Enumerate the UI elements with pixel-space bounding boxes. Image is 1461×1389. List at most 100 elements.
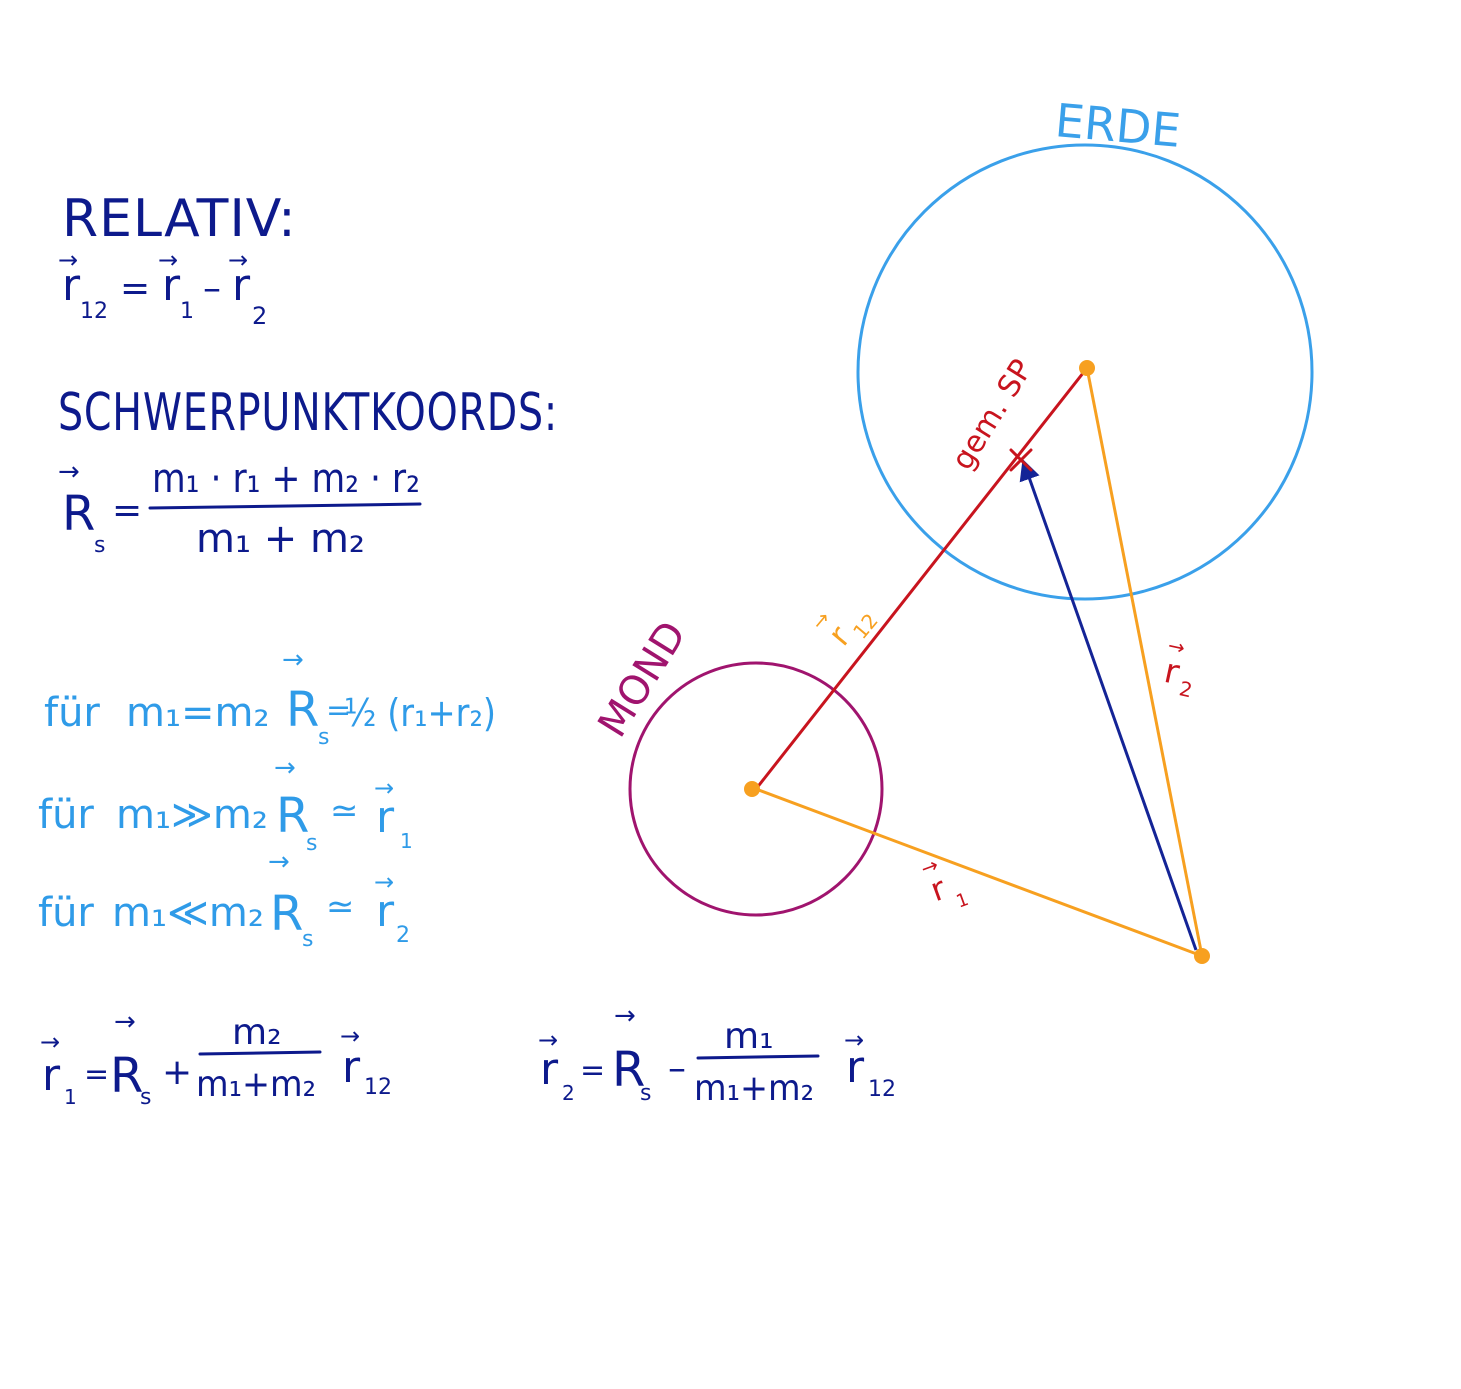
special-cases: für m₁=m₂ R → s = ½ (r₁+r₂) für m₁≫m₂ R … — [38, 645, 496, 952]
vector-arrow: → — [158, 246, 178, 274]
r12-symbol: r — [62, 260, 81, 311]
r2-label-subscript: 2 — [1177, 676, 1194, 702]
origin-point — [1194, 948, 1210, 964]
fraction-denominator: m₁+m₂ — [196, 1064, 316, 1105]
r1-vector-line — [755, 787, 1203, 958]
vector-arrow: → — [40, 1028, 60, 1056]
relativ-section: RELATIV: r → 12 = r → 1 – r → 2 SCHWERPU… — [58, 189, 558, 562]
r12-symbol: r — [342, 1042, 361, 1093]
case-condition: m₁≫m₂ — [116, 792, 268, 838]
vector-arrow: → — [58, 457, 80, 487]
vector-arrow: → — [268, 847, 290, 877]
vector-arrow: → — [614, 1001, 636, 1031]
r12-vector-line — [754, 367, 1089, 790]
mond-circle — [628, 661, 884, 917]
vector-arrow: → — [340, 1022, 360, 1050]
fraction-denominator: m₁+m₂ — [694, 1068, 814, 1109]
relation-sign: ≃ — [330, 791, 359, 831]
case-prefix: für — [38, 792, 94, 838]
case-condition: m₁=m₂ — [126, 690, 270, 736]
Rs-subscript: s — [94, 533, 105, 558]
erde-label: ERDE — [1053, 93, 1183, 158]
r1-symbol: r — [376, 792, 395, 843]
r1-subscript: 1 — [400, 829, 413, 853]
r1-label: r → 1 — [918, 852, 972, 913]
r2-equation: r → 2 = R → s – m₁ m₁+m₂ r → 12 — [538, 1001, 896, 1109]
equals-sign: = — [84, 1057, 109, 1092]
r1-symbol: r — [162, 260, 181, 311]
r2-symbol: r — [376, 886, 395, 937]
r12-label: r → 12 — [806, 606, 883, 653]
vector-arrow: → — [274, 753, 296, 783]
fraction-numerator: m₁ — [724, 1016, 774, 1057]
case-equal-masses: für m₁=m₂ R → s = ½ (r₁+r₂) — [44, 645, 496, 750]
vector-arrow: → — [374, 868, 394, 896]
Rs-subscript: s — [318, 725, 329, 750]
case-m1-much-less: für m₁≪m₂ R → s ≃ r → 2 — [38, 847, 410, 952]
vector-arrow: → — [1166, 633, 1187, 660]
relativ-title: RELATIV: — [62, 189, 297, 249]
r2-subscript: 2 — [396, 923, 410, 948]
rs-numerator: m₁ · r₁ + m₂ · r₂ — [152, 456, 420, 502]
r1-label-subscript: 1 — [954, 889, 972, 913]
vector-arrow: → — [844, 1026, 864, 1054]
vector-arrow: → — [228, 246, 248, 274]
r2-vector-line — [1085, 367, 1204, 957]
r12-subscript: 12 — [80, 299, 108, 324]
mond-center-point — [744, 781, 760, 797]
fraction-numerator: m₂ — [232, 1012, 282, 1053]
minus-sign: – — [668, 1048, 686, 1089]
fraction-bar — [148, 502, 422, 510]
fraction-bar — [198, 1050, 322, 1056]
center-of-mass-marker — [1009, 448, 1033, 472]
vector-arrow: → — [58, 246, 78, 274]
Rs-symbol: R — [62, 486, 95, 542]
r2-symbol: r — [540, 1044, 559, 1095]
Rs-subscript: s — [306, 831, 317, 856]
Rs-symbol: R — [270, 886, 303, 942]
Rs-subscript: s — [640, 1081, 651, 1106]
schwerpunkt-equation: R → s = m₁ · r₁ + m₂ · r₂ m₁ + m₂ — [58, 456, 422, 562]
minus-sign: – — [203, 268, 221, 309]
case-prefix: für — [38, 890, 94, 936]
equals-sign: = — [120, 268, 150, 309]
r1-equation: r → 1 = R → s + m₂ m₁+m₂ r → 12 — [40, 1007, 392, 1110]
Rs-symbol: R — [110, 1048, 143, 1104]
r12-label-subscript: 12 — [848, 609, 883, 644]
fraction-bar — [696, 1054, 820, 1060]
erde-center-point — [1079, 360, 1095, 376]
vector-arrow: → — [538, 1026, 558, 1054]
Rs-symbol: R — [612, 1042, 645, 1098]
Rs-vector-arrow — [1019, 459, 1198, 951]
erde-circle — [856, 143, 1314, 601]
case-prefix: für — [44, 690, 100, 736]
rs-denominator: m₁ + m₂ — [196, 516, 365, 562]
vector-arrow: → — [282, 645, 304, 675]
r2-subscript: 2 — [252, 302, 267, 330]
r12-symbol: r — [846, 1042, 865, 1093]
center-of-mass-label: gem. SP — [945, 353, 1040, 476]
r2-label: r → 2 — [1161, 633, 1195, 702]
earth-moon-diagram: ERDE MOND gem. SP r → 12 r → 1 — [589, 93, 1314, 964]
equals-sign: = — [580, 1053, 605, 1088]
Rs-symbol: R — [276, 788, 309, 844]
r12-subscript: 12 — [364, 1075, 392, 1100]
r2-subscript: 2 — [562, 1081, 575, 1105]
relation-sign: ≃ — [326, 887, 355, 927]
case-m1-much-greater: für m₁≫m₂ R → s ≃ r → 1 — [38, 753, 413, 856]
case-rhs: ½ (r₁+r₂) — [344, 691, 496, 735]
vector-arrow: → — [374, 774, 394, 802]
Rs-symbol: R — [286, 682, 319, 738]
r1-subscript: 1 — [64, 1085, 77, 1109]
relation-sign: = — [326, 693, 351, 728]
Rs-subscript: s — [302, 927, 313, 952]
relativ-equation: r → 12 = r → 1 – r → 2 — [58, 246, 267, 330]
r12-subscript: 12 — [868, 1077, 896, 1102]
vector-arrow: → — [918, 852, 942, 880]
r2-symbol: r — [232, 260, 251, 311]
mond-label: MOND — [589, 613, 695, 745]
schwerpunkt-title: SCHWERPUNKTKOORDS: — [58, 383, 558, 443]
vector-arrow: → — [114, 1007, 136, 1037]
r1-subscript: 1 — [180, 299, 194, 324]
